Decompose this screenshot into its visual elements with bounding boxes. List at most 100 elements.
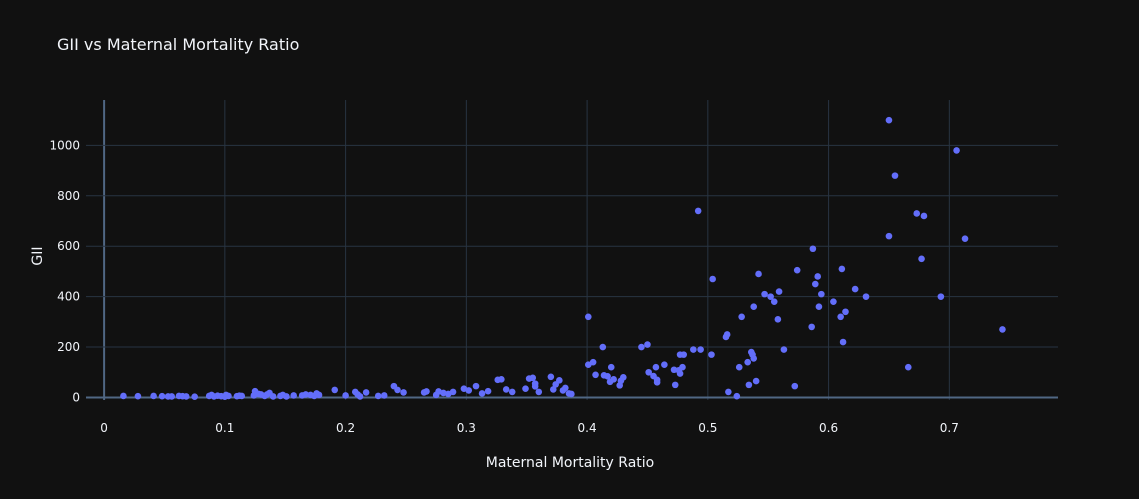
- data-point[interactable]: [755, 270, 762, 278]
- data-point[interactable]: [791, 382, 799, 390]
- data-point[interactable]: [644, 341, 651, 348]
- data-point[interactable]: [522, 385, 529, 392]
- data-point[interactable]: [653, 379, 661, 386]
- data-point[interactable]: [589, 358, 597, 366]
- data-point[interactable]: [679, 363, 686, 371]
- data-point[interactable]: [562, 384, 569, 392]
- data-point[interactable]: [708, 351, 715, 358]
- data-point[interactable]: [809, 245, 817, 253]
- data-point[interactable]: [671, 381, 679, 389]
- data-point[interactable]: [283, 393, 290, 400]
- data-point[interactable]: [661, 361, 668, 369]
- data-point[interactable]: [478, 390, 486, 397]
- data-point[interactable]: [670, 366, 678, 374]
- data-point[interactable]: [652, 363, 660, 371]
- data-point[interactable]: [638, 343, 645, 351]
- data-point[interactable]: [568, 390, 575, 398]
- data-point[interactable]: [356, 393, 364, 400]
- data-point[interactable]: [225, 392, 232, 400]
- data-point[interactable]: [709, 275, 716, 283]
- data-point[interactable]: [767, 293, 774, 300]
- data-point[interactable]: [918, 255, 925, 263]
- data-point[interactable]: [738, 313, 745, 321]
- data-point[interactable]: [808, 323, 815, 331]
- data-point[interactable]: [465, 387, 473, 394]
- data-point[interactable]: [752, 377, 760, 385]
- data-point[interactable]: [953, 147, 960, 154]
- data-point[interactable]: [837, 313, 844, 321]
- data-point[interactable]: [814, 273, 822, 280]
- data-point[interactable]: [904, 363, 912, 371]
- data-point[interactable]: [725, 388, 732, 396]
- data-point[interactable]: [812, 280, 819, 288]
- data-point[interactable]: [838, 265, 846, 273]
- data-point[interactable]: [694, 207, 702, 215]
- data-point[interactable]: [498, 376, 505, 383]
- data-point[interactable]: [815, 303, 823, 311]
- data-point[interactable]: [690, 346, 697, 353]
- data-point[interactable]: [472, 382, 480, 390]
- data-point[interactable]: [449, 388, 457, 396]
- data-point[interactable]: [750, 303, 758, 311]
- data-point[interactable]: [676, 370, 684, 377]
- data-point[interactable]: [862, 293, 870, 300]
- points-layer[interactable]: [120, 116, 1006, 401]
- data-point[interactable]: [745, 381, 753, 389]
- data-point[interactable]: [604, 373, 611, 380]
- data-point[interactable]: [158, 392, 166, 400]
- data-point[interactable]: [531, 380, 539, 387]
- data-point[interactable]: [423, 388, 430, 395]
- data-point[interactable]: [885, 232, 893, 240]
- data-point[interactable]: [374, 392, 382, 400]
- data-point[interactable]: [891, 172, 899, 179]
- data-point[interactable]: [750, 355, 758, 362]
- data-point[interactable]: [744, 358, 751, 366]
- data-point[interactable]: [150, 392, 157, 400]
- data-point[interactable]: [842, 308, 849, 316]
- data-point[interactable]: [592, 371, 599, 379]
- data-point[interactable]: [733, 392, 741, 400]
- data-point[interactable]: [302, 391, 310, 398]
- data-point[interactable]: [134, 392, 142, 400]
- data-point[interactable]: [502, 386, 510, 393]
- data-point[interactable]: [818, 290, 825, 298]
- data-point[interactable]: [362, 389, 370, 396]
- data-point[interactable]: [839, 338, 847, 346]
- data-point[interactable]: [645, 368, 652, 376]
- data-point[interactable]: [120, 392, 127, 400]
- data-point[interactable]: [830, 298, 837, 305]
- data-point[interactable]: [723, 331, 731, 338]
- data-point[interactable]: [620, 374, 627, 381]
- data-point[interactable]: [529, 374, 537, 382]
- data-point[interactable]: [342, 392, 349, 399]
- data-point[interactable]: [191, 393, 198, 401]
- data-point[interactable]: [269, 393, 277, 400]
- data-point[interactable]: [400, 389, 407, 396]
- data-point[interactable]: [999, 326, 1006, 333]
- data-point[interactable]: [761, 290, 768, 298]
- data-point[interactable]: [885, 116, 893, 124]
- data-point[interactable]: [770, 298, 778, 305]
- data-point[interactable]: [484, 387, 492, 395]
- data-point[interactable]: [780, 346, 788, 353]
- data-point[interactable]: [394, 386, 401, 394]
- data-point[interactable]: [585, 313, 592, 321]
- data-point[interactable]: [315, 391, 323, 399]
- data-point[interactable]: [961, 235, 969, 242]
- data-point[interactable]: [775, 288, 783, 295]
- data-point[interactable]: [610, 376, 617, 383]
- data-point[interactable]: [735, 363, 743, 371]
- data-point[interactable]: [547, 373, 555, 381]
- data-point[interactable]: [508, 388, 516, 396]
- data-point[interactable]: [556, 377, 563, 384]
- data-point[interactable]: [607, 363, 615, 371]
- data-point[interactable]: [331, 386, 339, 394]
- data-point[interactable]: [774, 316, 782, 323]
- data-point[interactable]: [793, 266, 801, 274]
- data-point[interactable]: [851, 285, 859, 293]
- data-point[interactable]: [599, 343, 607, 351]
- data-point[interactable]: [290, 392, 297, 399]
- data-point[interactable]: [380, 392, 388, 399]
- data-point[interactable]: [549, 386, 557, 393]
- data-point[interactable]: [937, 293, 945, 300]
